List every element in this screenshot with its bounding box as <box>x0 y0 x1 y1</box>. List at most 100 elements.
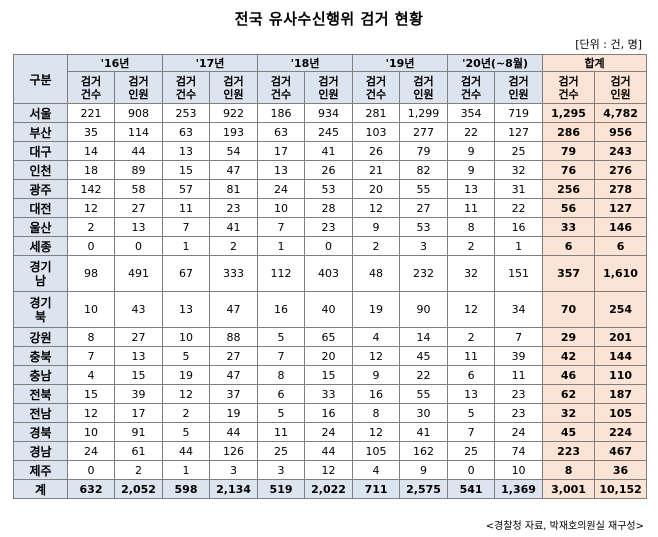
value-cell: 41 <box>209 217 259 237</box>
total-value-cell: 256 <box>542 179 596 199</box>
region-cell: 전북 <box>13 384 68 404</box>
value-cell: 39 <box>494 346 544 366</box>
subheader-line: 인원 <box>318 87 339 101</box>
value-cell: 162 <box>399 441 449 461</box>
value-cell: 9 <box>447 141 496 161</box>
value-cell: 9 <box>399 460 449 480</box>
value-cell: 186 <box>257 103 306 123</box>
total-value-cell: 79 <box>542 141 596 161</box>
value-cell: 221 <box>67 103 115 123</box>
region-cell: 계 <box>13 479 68 499</box>
table-row: 경기 북 10 43 13 47 16 40 19 90 12 34 70 254 <box>13 291 648 328</box>
value-cell: 3 <box>209 460 259 480</box>
subheader-line: 건수 <box>175 87 197 101</box>
value-cell: 9 <box>447 160 496 180</box>
value-cell: 103 <box>352 122 401 142</box>
region-cell: 제주 <box>13 460 68 480</box>
subheader-line: 인원 <box>413 87 434 101</box>
value-cell: 193 <box>209 122 259 142</box>
subheader-line: 검거 <box>270 74 292 88</box>
total-value-cell: 32 <box>542 403 596 423</box>
table-row: 경북 10 91 5 44 11 24 12 41 7 24 45 224 <box>13 422 648 442</box>
value-cell: 491 <box>113 255 164 292</box>
total-value-cell: 8 <box>542 460 596 480</box>
value-cell: 13 <box>257 160 306 180</box>
value-cell: 17 <box>113 403 164 423</box>
region-cell: 충북 <box>13 346 68 366</box>
table-row: 대구 14 44 13 54 17 41 26 79 9 25 79 243 <box>13 141 648 161</box>
subheader-line: 검거 <box>558 74 579 88</box>
value-cell: 598 <box>162 479 211 499</box>
value-cell: 44 <box>304 441 354 461</box>
value-cell: 13 <box>113 217 164 237</box>
value-cell: 354 <box>447 103 496 123</box>
value-cell: 333 <box>209 255 259 292</box>
value-cell: 91 <box>113 422 164 442</box>
total-header: 합계 <box>542 54 648 72</box>
total-value-cell: 45 <box>542 422 596 442</box>
subheader-line: 건수 <box>365 87 387 101</box>
table-row: 제주 0 2 1 3 3 12 4 9 0 10 8 36 <box>13 460 648 480</box>
value-cell: 0 <box>67 236 115 256</box>
value-cell: 12 <box>304 460 354 480</box>
value-cell: 13 <box>162 291 211 328</box>
total-value-cell: 1,610 <box>594 255 648 292</box>
value-cell: 7 <box>257 346 306 366</box>
value-cell: 30 <box>399 403 449 423</box>
value-cell: 53 <box>304 179 354 199</box>
value-cell: 245 <box>304 122 354 142</box>
total-value-cell: 187 <box>594 384 648 404</box>
value-cell: 22 <box>494 198 544 218</box>
region-cell: 경북 <box>13 422 68 442</box>
value-cell: 61 <box>113 441 164 461</box>
value-cell: 2,022 <box>304 479 354 499</box>
subheader-line: 건수 <box>80 87 102 101</box>
value-cell: 12 <box>352 346 401 366</box>
value-cell: 21 <box>352 160 401 180</box>
total-value-cell: 29 <box>542 327 596 347</box>
value-cell: 13 <box>447 179 496 199</box>
value-cell: 2 <box>209 236 259 256</box>
value-cell: 13 <box>113 346 164 366</box>
value-cell: 16 <box>352 384 401 404</box>
persons-subheader: 검거 인원 <box>494 71 544 104</box>
subheader-line: 검거 <box>80 74 102 88</box>
value-cell: 31 <box>494 179 544 199</box>
value-cell: 34 <box>494 291 544 328</box>
value-cell: 719 <box>494 103 544 123</box>
value-cell: 6 <box>257 384 306 404</box>
value-cell: 519 <box>257 479 306 499</box>
total-value-cell: 36 <box>594 460 648 480</box>
value-cell: 14 <box>399 327 449 347</box>
value-cell: 65 <box>304 327 354 347</box>
value-cell: 16 <box>494 217 544 237</box>
year-header-2018: '18년 <box>257 54 354 72</box>
cases-subheader: 검거 건수 <box>542 71 596 104</box>
value-cell: 1,369 <box>494 479 544 499</box>
value-cell: 2,575 <box>399 479 449 499</box>
subheader-line: 인원 <box>508 87 529 101</box>
value-cell: 74 <box>494 441 544 461</box>
value-cell: 16 <box>257 291 306 328</box>
value-cell: 24 <box>304 422 354 442</box>
value-cell: 253 <box>162 103 211 123</box>
value-cell: 55 <box>399 179 449 199</box>
cases-subheader: 검거 건수 <box>257 71 306 104</box>
value-cell: 281 <box>352 103 401 123</box>
value-cell: 908 <box>113 103 164 123</box>
total-value-cell: 3,001 <box>542 479 596 499</box>
value-cell: 11 <box>447 198 496 218</box>
value-cell: 17 <box>257 141 306 161</box>
value-cell: 4 <box>352 460 401 480</box>
region-cell: 경기 북 <box>13 291 68 328</box>
region-cell: 경기 남 <box>13 255 68 292</box>
total-value-cell: 467 <box>594 441 648 461</box>
table-row: 서울 221 908 253 922 186 934 281 1,299 354 719 1,295 4… <box>13 103 648 123</box>
value-cell: 13 <box>447 384 496 404</box>
table-row: 경기 남 98 491 67 333 112 403 48 232 32 151 357 1,610 <box>13 255 648 292</box>
value-cell: 23 <box>304 217 354 237</box>
value-cell: 6 <box>447 365 496 385</box>
value-cell: 22 <box>399 365 449 385</box>
region-cell: 서울 <box>13 103 68 123</box>
value-cell: 112 <box>257 255 306 292</box>
